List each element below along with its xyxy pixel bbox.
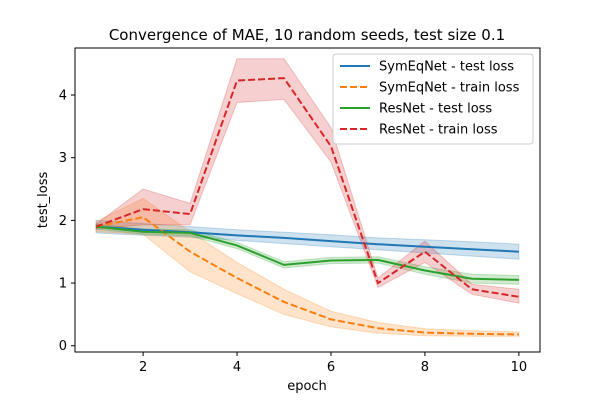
legend-label-3: ResNet - test loss	[379, 102, 492, 117]
legend-label-4: ResNet - train loss	[379, 123, 498, 138]
x-tick-label: 10	[511, 360, 528, 375]
legend-label-1: SymEqNet - test loss	[379, 60, 514, 75]
legend: SymEqNet - test loss SymEqNet - train los…	[332, 53, 534, 145]
line-series-3	[95, 225, 519, 281]
chart-title: Convergence of MAE, 10 random seeds, tes…	[109, 26, 505, 44]
line-series-1	[96, 225, 519, 253]
y-axis-ticks: 0 1 2 3 4	[59, 89, 75, 354]
y-tick-label: 0	[59, 339, 67, 354]
y-tick-label: 3	[59, 151, 67, 166]
line-series-2	[95, 216, 519, 336]
x-axis-label: epoch	[287, 379, 327, 394]
band-series-2	[95, 197, 520, 337]
y-tick-label: 2	[59, 214, 67, 229]
band-series-3	[95, 223, 520, 285]
x-tick-label: 6	[327, 360, 335, 375]
band-series-4	[95, 58, 520, 304]
x-tick-label: 8	[421, 360, 429, 375]
y-tick-label: 4	[59, 89, 67, 104]
x-tick-label: 2	[139, 360, 147, 375]
x-tick-label: 4	[233, 360, 241, 375]
series-lines	[95, 77, 520, 336]
legend-label-2: SymEqNet - train loss	[379, 81, 520, 96]
y-axis-label: test_loss	[36, 171, 51, 228]
legend-box	[332, 53, 534, 145]
y-tick-label: 1	[59, 277, 67, 292]
x-axis-ticks: 2 4 6 8 10	[139, 352, 527, 375]
line-series-4	[95, 77, 520, 298]
plot-frame	[74, 47, 541, 353]
